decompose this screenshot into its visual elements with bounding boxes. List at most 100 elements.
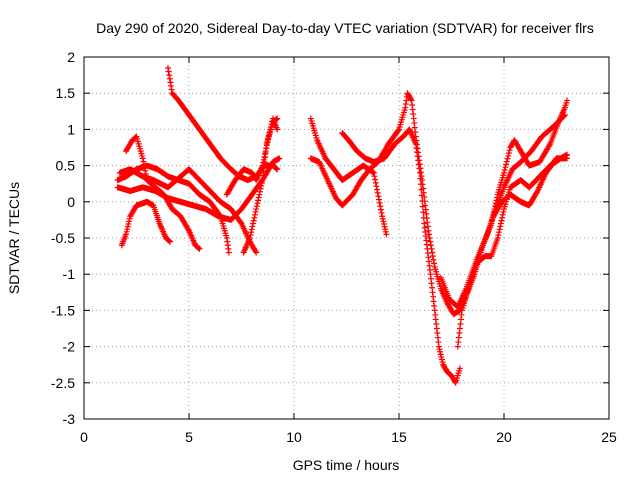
data-point: [375, 193, 382, 200]
data-point: [257, 185, 264, 192]
data-point: [248, 229, 255, 236]
data-point: [375, 196, 382, 203]
data-point: [225, 249, 232, 256]
series-arc-1: [118, 198, 174, 249]
data-point: [418, 186, 425, 193]
data-point: [264, 138, 271, 145]
data-point: [501, 169, 507, 176]
y-tick-label: 0.5: [56, 158, 76, 174]
data-point: [166, 237, 173, 244]
data-point: [276, 155, 283, 162]
data-point: [395, 127, 402, 134]
data-point: [267, 126, 274, 133]
data-point: [254, 200, 261, 207]
data-point: [430, 256, 437, 263]
y-tick-label: -1.5: [51, 302, 75, 318]
data-point: [258, 179, 265, 186]
x-tick-label: 20: [496, 429, 512, 445]
data-point: [374, 186, 381, 193]
data-point: [427, 238, 434, 245]
x-tick-labels: 0 5 10 15 20 25: [80, 429, 617, 445]
data-point: [501, 167, 508, 174]
y-tick-label: -0.5: [51, 230, 75, 246]
y-tick-label: -2.5: [51, 375, 75, 391]
data-point: [417, 181, 424, 188]
x-tick-label: 10: [286, 429, 302, 445]
data-point: [425, 227, 432, 234]
series-arc-9: [307, 115, 390, 238]
series-arc-12: [454, 151, 570, 350]
data-point: [420, 209, 427, 216]
data-point: [167, 238, 174, 245]
y-tick-label: 1.5: [56, 85, 76, 101]
data-point: [195, 245, 202, 252]
data-point: [505, 152, 512, 159]
data-point: [499, 214, 506, 221]
data-point: [420, 214, 427, 221]
data-point: [377, 206, 384, 213]
y-tick-label: 0: [67, 194, 75, 210]
series-arc-7: [223, 115, 281, 198]
x-tick-label: 15: [391, 429, 407, 445]
data-point: [426, 235, 433, 241]
data-point: [267, 123, 274, 130]
x-tick-label: 5: [185, 429, 193, 445]
data-point: [496, 226, 503, 233]
data-point: [497, 223, 504, 230]
data-point: [417, 175, 424, 182]
data-point: [561, 112, 568, 119]
series-arc-14: [490, 155, 570, 220]
data-point: [265, 135, 272, 142]
data-point: [427, 242, 434, 249]
data-point: [378, 209, 385, 216]
data-point: [500, 208, 507, 215]
x-axis-label: GPS time / hours: [293, 457, 400, 473]
data-point: [505, 150, 512, 157]
data-point: [495, 229, 502, 236]
data-point: [499, 211, 506, 218]
series-arc-6: [114, 155, 283, 223]
y-tick-label: 2: [67, 49, 75, 65]
data-point: [372, 176, 379, 183]
data-point: [253, 206, 260, 213]
data-point: [376, 199, 383, 206]
data-point: [418, 192, 425, 199]
data-point: [253, 203, 260, 210]
data-point: [497, 220, 504, 227]
data-point: [502, 164, 509, 171]
data-point: [504, 155, 511, 162]
data-point: [265, 132, 272, 139]
data-point: [564, 155, 570, 162]
data-point: [546, 142, 553, 149]
data-point: [266, 129, 273, 136]
data-point: [256, 188, 263, 195]
data-point: [503, 158, 510, 165]
data-point: [258, 182, 265, 189]
data-point: [256, 191, 263, 198]
series-arc-11: [339, 126, 463, 386]
data-point: [494, 235, 501, 241]
data-point: [255, 194, 262, 201]
plot-frame: [83, 56, 610, 420]
y-tick-label: -3: [63, 411, 76, 427]
series-arc-8: [240, 115, 281, 256]
data-point: [274, 126, 281, 133]
data-point: [255, 197, 262, 204]
data-point: [561, 111, 568, 118]
data-point: [263, 140, 270, 147]
data-point: [564, 97, 570, 104]
data-point: [247, 232, 254, 239]
data-point: [429, 253, 436, 260]
data-point: [196, 245, 203, 252]
data-point: [273, 165, 280, 172]
data-point: [248, 226, 255, 233]
data-point: [419, 203, 426, 210]
data-point: [417, 169, 423, 176]
data-point: [370, 169, 377, 176]
y-tick-label: 1: [67, 121, 75, 137]
data-point: [274, 166, 281, 173]
data-point: [246, 235, 253, 241]
data-point: [419, 197, 426, 204]
data-point: [249, 223, 256, 230]
